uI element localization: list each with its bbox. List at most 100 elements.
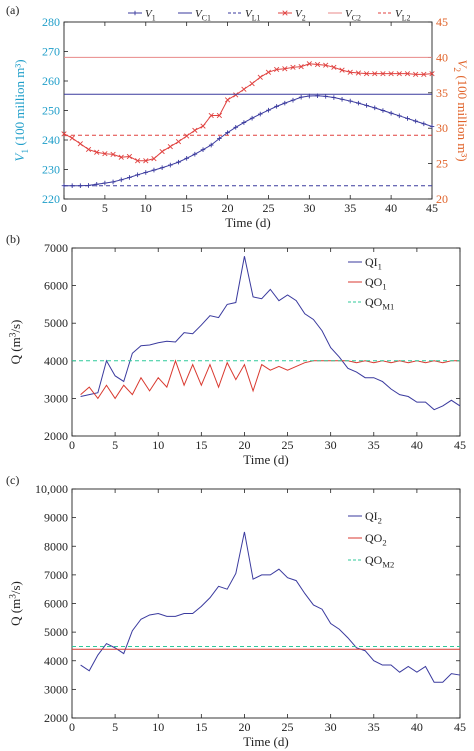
series-v2-point bbox=[339, 67, 345, 73]
legend-label: QI1 bbox=[365, 255, 382, 272]
series-v2-point bbox=[331, 64, 337, 70]
x-tick-label: 35 bbox=[368, 438, 380, 452]
series-v1-point bbox=[388, 110, 394, 116]
y-right-tick-label: 35 bbox=[436, 86, 448, 100]
legend-label: QO2 bbox=[365, 531, 387, 548]
legend-marker bbox=[282, 10, 288, 16]
series-v1-point bbox=[274, 104, 279, 109]
series-v1-point bbox=[176, 159, 181, 165]
panel-b-discharge-chart-1: 0 5 10 15 20 25 30 35 40 45 Time (d) 2000 3000 4000 50… bbox=[6, 232, 466, 467]
series-v2-point bbox=[69, 135, 75, 141]
series-v1-point bbox=[266, 107, 271, 113]
series-v2-point bbox=[265, 69, 272, 75]
series-qo1-line bbox=[80, 359, 460, 400]
series-v1-point bbox=[421, 121, 427, 127]
series-v1-point bbox=[380, 108, 386, 113]
series-v1-point bbox=[110, 179, 116, 185]
y-tick-label: 5000 bbox=[44, 625, 68, 639]
y-tick-label: 6000 bbox=[44, 279, 68, 293]
y-right-tick-label: 40 bbox=[436, 50, 448, 64]
series-v2-point bbox=[77, 141, 83, 147]
x-tick-label: 20 bbox=[222, 201, 234, 215]
series-v2-point bbox=[290, 64, 296, 70]
series-v1-point bbox=[159, 165, 165, 171]
series-v1-point bbox=[249, 115, 255, 121]
x-tick-label: 20 bbox=[238, 438, 250, 452]
x-tick-label: 25 bbox=[262, 201, 274, 215]
series-v1-point bbox=[94, 181, 100, 187]
panel-label: (b) bbox=[6, 232, 20, 246]
series-qi2-line bbox=[80, 531, 461, 683]
y-tick-label: 4000 bbox=[44, 354, 68, 368]
series-v1-point bbox=[257, 111, 263, 117]
x-tick-label: 10 bbox=[140, 201, 152, 215]
series-v2-point bbox=[159, 148, 165, 155]
legend-label: VC1 bbox=[195, 8, 211, 22]
series-v2-point bbox=[404, 71, 411, 77]
series-v1-point bbox=[347, 98, 353, 104]
x-tick-label: 5 bbox=[112, 438, 118, 452]
y-tick-label: 7000 bbox=[44, 241, 68, 255]
series-v1-point bbox=[241, 120, 247, 125]
y-tick-label: 280 bbox=[42, 15, 60, 29]
series-v2-point bbox=[241, 86, 247, 92]
series-v2-point bbox=[200, 123, 206, 129]
y-tick-label: 220 bbox=[42, 192, 60, 206]
series-v2-point bbox=[421, 71, 427, 78]
series-v1-point bbox=[298, 94, 304, 100]
legend-label: V2 bbox=[295, 8, 306, 22]
series-v2-point bbox=[355, 70, 362, 76]
series-v2-point bbox=[233, 92, 239, 98]
panel-label: (a) bbox=[6, 3, 19, 17]
x-tick-label: 25 bbox=[282, 720, 294, 734]
series-v1-point bbox=[372, 105, 378, 111]
x-tick-label: 15 bbox=[195, 438, 207, 452]
y-tick-label: 10,000 bbox=[35, 482, 68, 496]
series-v1-point bbox=[184, 155, 189, 161]
y-tick-label: 7000 bbox=[44, 568, 68, 582]
y-tick-label: 3000 bbox=[44, 391, 68, 405]
series-v1-point bbox=[413, 118, 418, 124]
x-tick-label: 40 bbox=[385, 201, 397, 215]
legend-marker bbox=[132, 10, 138, 16]
x-tick-label: 0 bbox=[61, 201, 67, 215]
series-v1-point bbox=[127, 175, 132, 180]
series-v2-point bbox=[249, 80, 255, 87]
series-v2-point bbox=[143, 158, 149, 164]
x-axis-label: Time (d) bbox=[225, 215, 270, 230]
x-tick-label: 25 bbox=[282, 438, 294, 452]
y-axis-label: Q (m3/s) bbox=[8, 581, 23, 626]
series-v1-point bbox=[233, 125, 239, 130]
y-axis-label-right: V2 (100 million m³) bbox=[451, 59, 470, 161]
y-right-tick-label: 25 bbox=[436, 157, 448, 171]
series-v1-point bbox=[151, 167, 157, 173]
series-v2-point bbox=[192, 127, 198, 133]
series-v2-point bbox=[380, 71, 386, 77]
series-v1-point bbox=[323, 94, 328, 99]
series-v1-point bbox=[290, 97, 296, 103]
series-v1-point bbox=[217, 136, 222, 141]
legend-label: QOM1 bbox=[365, 295, 394, 312]
series-v1-point bbox=[339, 96, 345, 102]
y-tick-label: 6000 bbox=[44, 597, 68, 611]
series-v1-point bbox=[192, 151, 198, 157]
series-v1-point bbox=[225, 130, 230, 135]
legend-label: V1 bbox=[145, 8, 156, 22]
series-v2-point bbox=[306, 61, 312, 67]
x-tick-label: 40 bbox=[411, 438, 423, 452]
panel-label: (c) bbox=[6, 473, 19, 487]
series-v1-point bbox=[200, 147, 206, 153]
series-v2-point bbox=[208, 112, 214, 119]
series-v2-point bbox=[224, 97, 231, 103]
y-tick-label: 4000 bbox=[44, 654, 68, 668]
series-v2-point bbox=[413, 71, 419, 78]
series-v1-point bbox=[102, 180, 108, 186]
series-v1-point bbox=[405, 116, 410, 121]
y-axis-label: Q (m3/s) bbox=[8, 320, 23, 365]
series-v1-point bbox=[168, 162, 173, 168]
x-axis-label: Time (d) bbox=[243, 452, 288, 467]
series-v2-point bbox=[282, 66, 288, 72]
x-tick-label: 35 bbox=[368, 720, 380, 734]
x-tick-label: 30 bbox=[325, 720, 337, 734]
